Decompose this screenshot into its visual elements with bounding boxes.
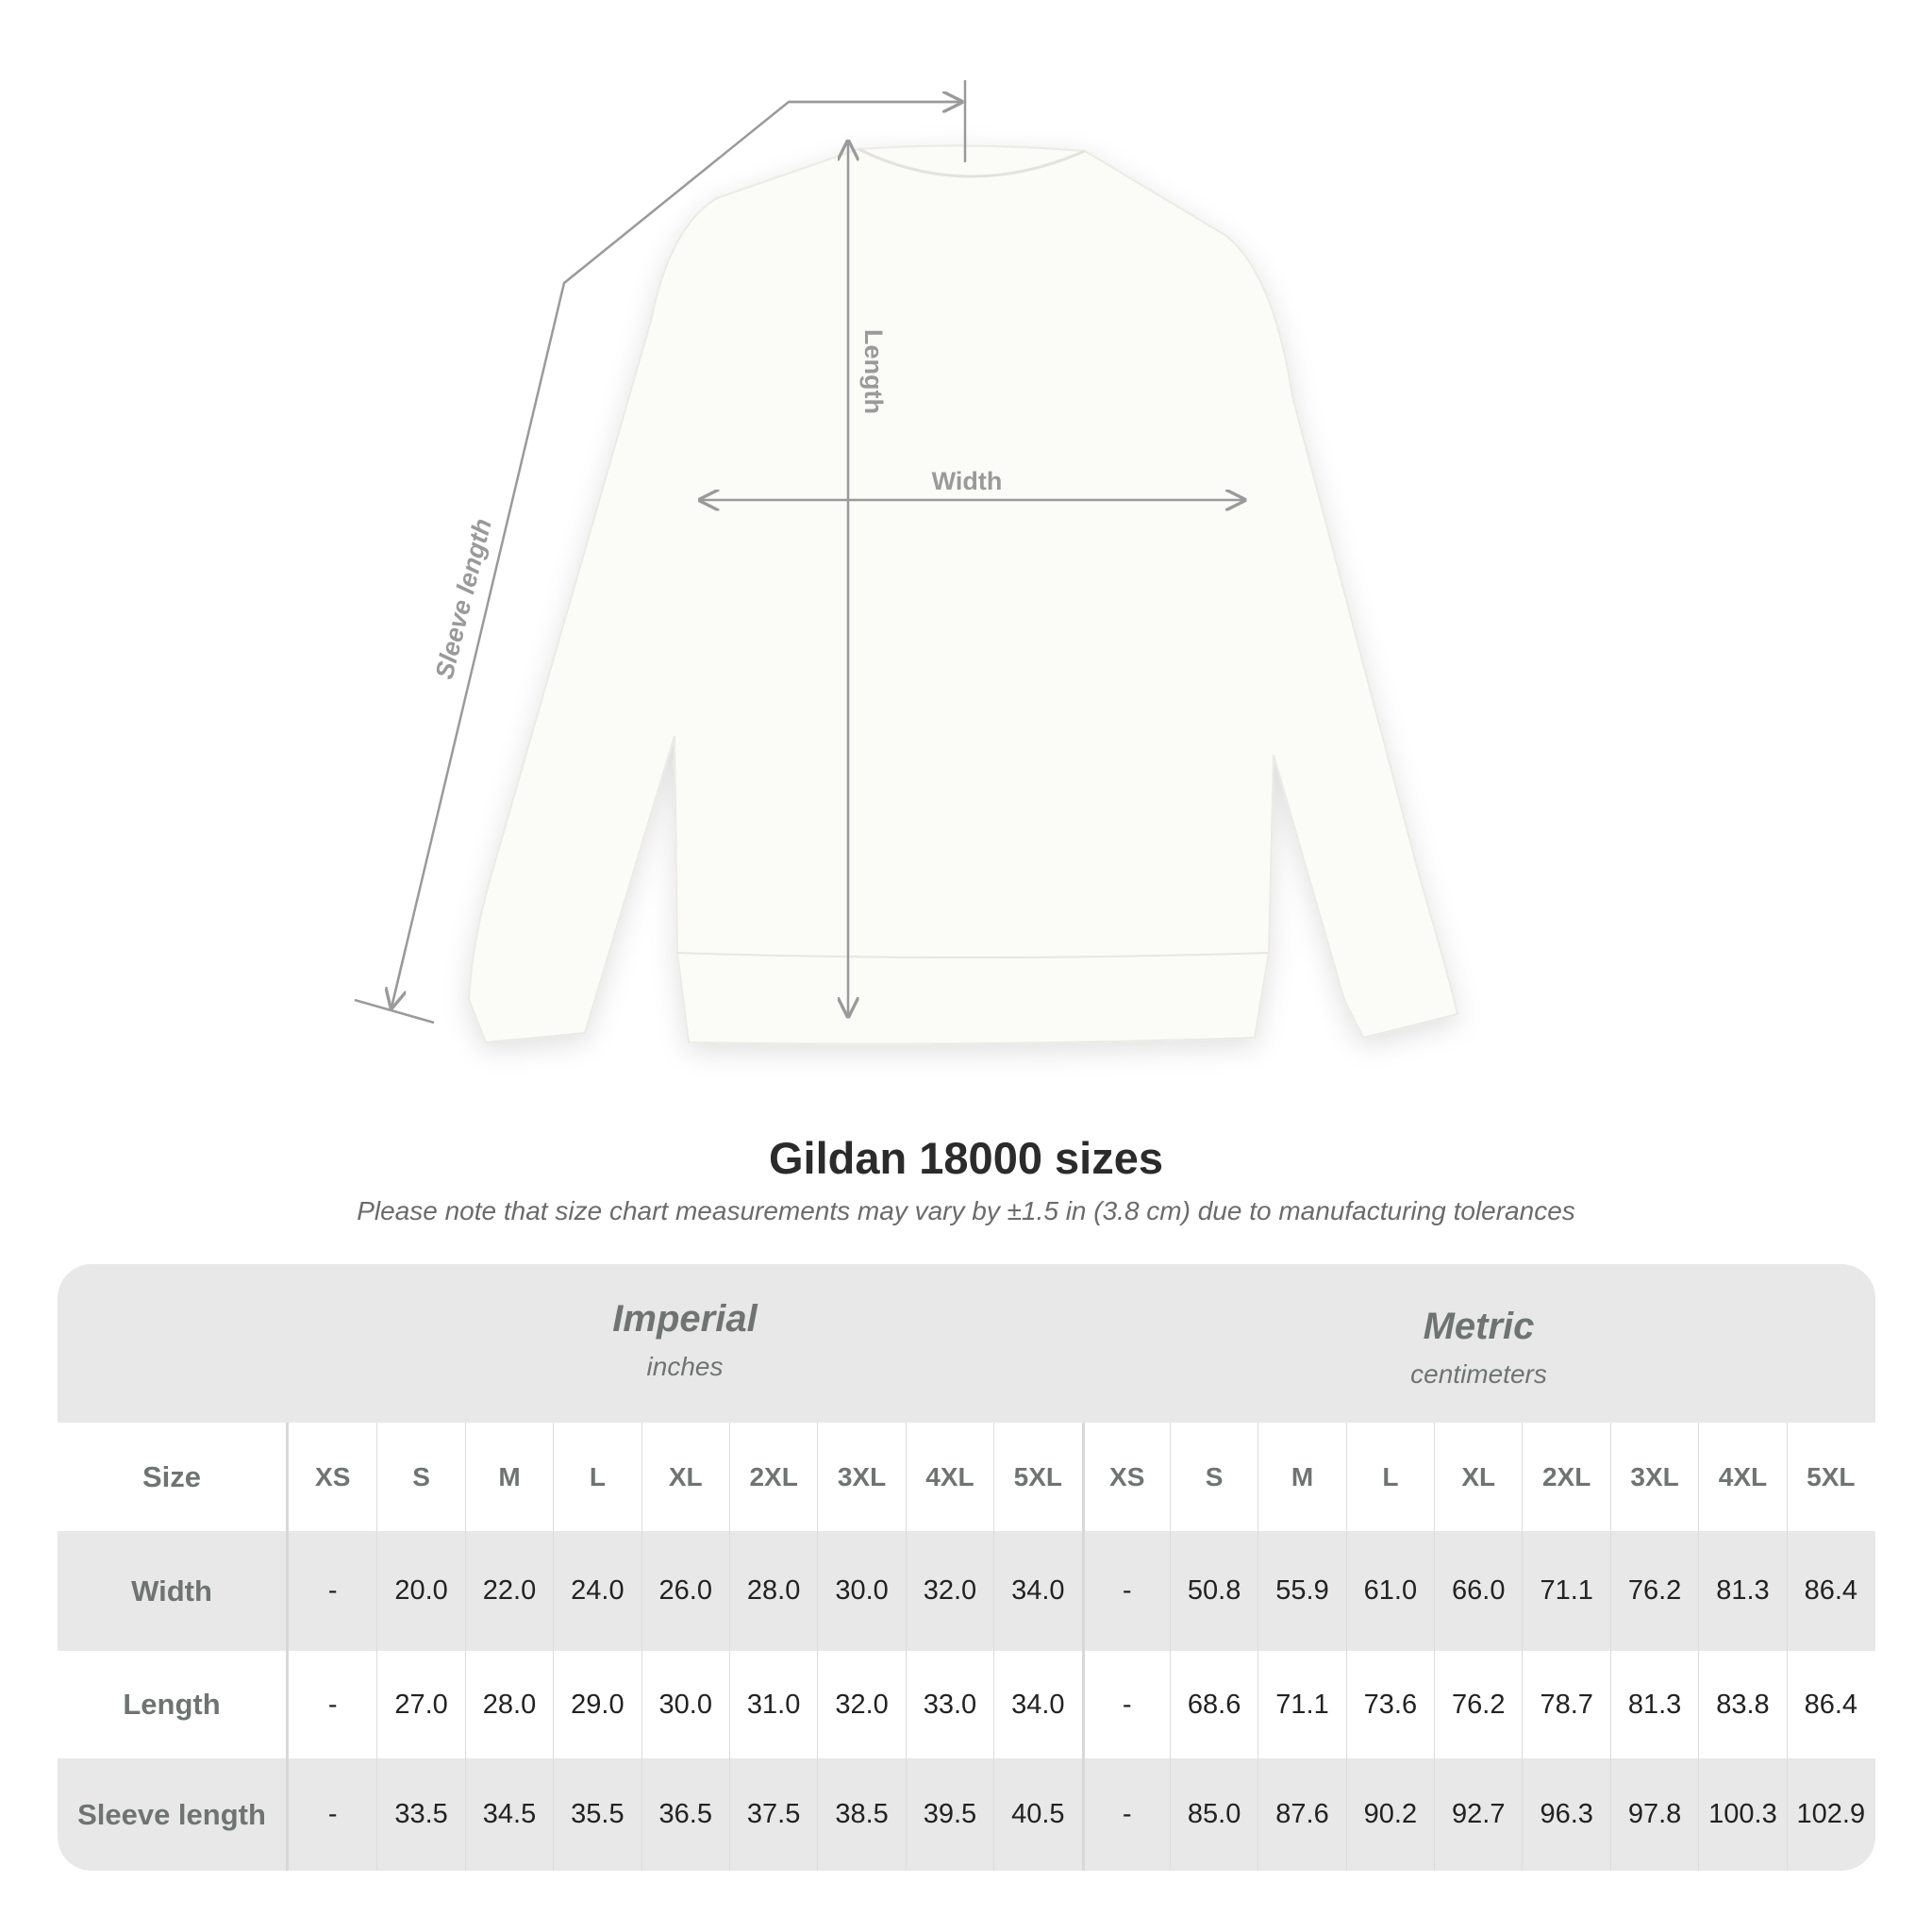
value-cell-imperial: 37.5 [728,1758,817,1871]
value-cell-imperial: 32.0 [905,1531,993,1651]
value-cell-imperial: 40.5 [993,1758,1081,1871]
value-cell-metric: 90.2 [1345,1758,1434,1871]
value-cell-metric: 76.2 [1434,1651,1522,1758]
value-cell-imperial: - [327,1575,338,1606]
value-cell-metric: 73.6 [1345,1651,1434,1758]
value-cell-imperial: 33.5 [376,1758,464,1871]
size-header-imperial: M [464,1423,553,1531]
value-cell-imperial: 39.5 [905,1758,993,1871]
size-header-metric: M [1257,1423,1345,1531]
size-header-metric: 2XL [1522,1423,1609,1531]
imperial-heading: Imperial [612,1298,758,1340]
value-cell-metric: 81.3 [1698,1531,1786,1651]
size-header-imperial: 4XL [905,1423,993,1531]
value-cell-metric: 86.4 [1786,1651,1874,1758]
value-cell-imperial: 27.0 [376,1651,464,1758]
row-label: Width [58,1531,289,1651]
value-cell-metric: 102.9 [1786,1758,1874,1871]
value-cell-imperial: 30.0 [641,1651,729,1758]
sweatshirt [467,144,1459,1045]
value-cell-imperial: 32.0 [817,1651,905,1758]
size-header-metric: 3XL [1609,1423,1698,1531]
metric-heading: Metric [1423,1306,1535,1347]
size-header-imperial: L [553,1423,641,1531]
metric-unit: centimeters [1410,1359,1547,1389]
size-table: Imperial inches Metric centimeters Size X… [58,1264,1875,1871]
value-cell-metric: 55.9 [1257,1531,1345,1651]
row-label: Sleeve length [58,1758,289,1871]
value-cell-metric: - [1081,1531,1170,1651]
value-cell-metric: 85.0 [1169,1758,1257,1871]
value-cell-imperial: 38.5 [817,1758,905,1871]
value-cell-imperial: - [327,1689,338,1720]
value-cell-imperial: 20.0 [376,1531,464,1651]
value-cell-imperial: 31.0 [728,1651,817,1758]
value-cell-metric: 100.3 [1698,1758,1786,1871]
value-cell-metric: - [1081,1651,1170,1758]
width-label: Width [932,467,1003,495]
value-cell-metric: 86.4 [1786,1531,1874,1651]
row-label: Size [58,1423,289,1531]
value-cell-imperial: 34.5 [464,1758,553,1871]
value-cell-imperial: 28.0 [728,1531,817,1651]
value-cell-imperial: 33.0 [905,1651,993,1758]
value-cell-metric: 71.1 [1257,1651,1345,1758]
page-title: Gildan 18000 sizes [768,1133,1164,1183]
size-header-metric: S [1169,1423,1257,1531]
size-header-imperial: S [376,1423,464,1531]
size-header-metric: L [1345,1423,1434,1531]
value-cell-imperial: - [327,1799,338,1829]
value-cell-imperial: 30.0 [817,1531,905,1651]
size-header-metric: XL [1434,1423,1522,1531]
value-cell-imperial: 29.0 [553,1651,641,1758]
value-cell-metric: 87.6 [1257,1758,1345,1871]
value-cell-imperial: 24.0 [553,1531,641,1651]
value-cell-metric: 71.1 [1522,1531,1609,1651]
value-cell-metric: 61.0 [1345,1531,1434,1651]
value-cell-metric: 78.7 [1522,1651,1609,1758]
value-cell-imperial: 22.0 [464,1531,553,1651]
size-header-imperial: 2XL [728,1423,817,1531]
size-header-imperial: XL [641,1423,729,1531]
value-cell-metric: 92.7 [1434,1758,1522,1871]
value-cell-metric: 83.8 [1698,1651,1786,1758]
value-cell-imperial: 26.0 [641,1531,729,1651]
row-label: Length [58,1651,289,1758]
table-row: Sleeve length - 33.5 34.5 35.5 36.5 37.5 38.5 39… [58,1758,1875,1871]
value-cell-metric: - [1081,1758,1170,1871]
value-cell-metric: 66.0 [1434,1531,1522,1651]
sleeve-label: Sleeve length [430,516,497,682]
value-cell-imperial: 35.5 [553,1758,641,1871]
value-cell-imperial: 36.5 [641,1758,729,1871]
value-cell-metric: 96.3 [1522,1758,1609,1871]
sweatshirt-diagram: Length Width Sleeve length [354,80,1459,1045]
table-header-row: Size XS S M L XL 2XL 3XL 4XL 5XL XS S M L XL 2XL 3XL 4XL 5… [58,1423,1875,1531]
value-cell-metric: 81.3 [1609,1651,1698,1758]
imperial-group: Imperial inches [289,1298,1081,1382]
size-header-metric: 4XL [1698,1423,1786,1531]
metric-group: Metric centimeters [1082,1306,1875,1390]
value-cell-imperial: 34.0 [993,1651,1081,1758]
value-cell-metric: 68.6 [1169,1651,1257,1758]
value-cell-imperial: 28.0 [464,1651,553,1758]
table-row: Width -20.0 22.0 24.0 26.0 28.0 30.0 32.0 34.0-5… [58,1531,1875,1651]
size-header-imperial: 5XL [993,1423,1081,1531]
size-header-imperial: XS [315,1461,351,1491]
length-label: Length [859,329,888,414]
value-cell-imperial: 34.0 [993,1531,1081,1651]
value-cell-metric: 76.2 [1609,1531,1698,1651]
tolerance-note: Please note that size chart measurements… [357,1196,1575,1225]
value-cell-metric: 97.8 [1609,1758,1698,1871]
table-row: Length -27.0 28.0 29.0 30.0 31.0 32.0 33.0 34.0-… [58,1651,1875,1758]
size-header-metric: XS [1081,1423,1170,1531]
value-cell-metric: 50.8 [1169,1531,1257,1651]
size-header-metric: 5XL [1786,1423,1874,1531]
imperial-unit: inches [646,1352,724,1381]
size-header-imperial: 3XL [817,1423,905,1531]
